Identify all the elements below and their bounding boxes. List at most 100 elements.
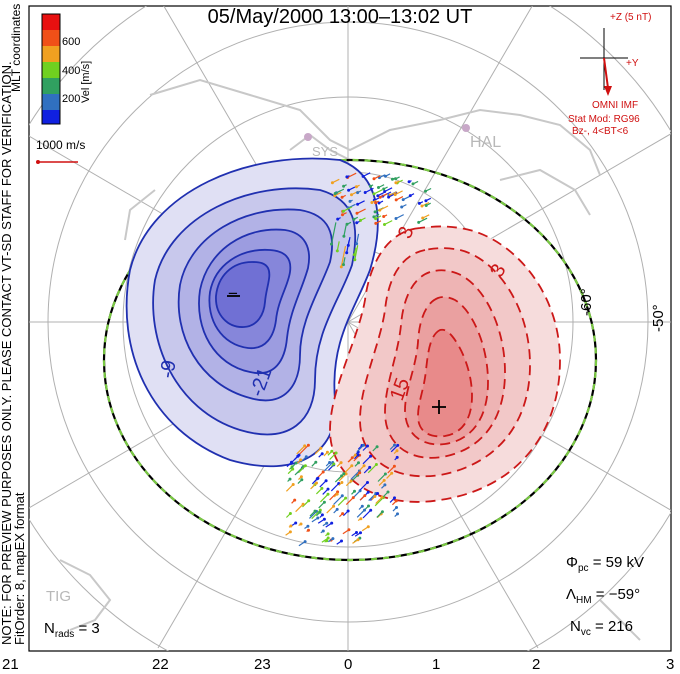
velocity-vector — [322, 488, 329, 495]
velocity-vector — [334, 191, 342, 197]
velocity-vector — [345, 497, 354, 506]
velocity-vector — [384, 187, 393, 193]
velocity-vector — [314, 447, 322, 455]
velocity-vector — [375, 496, 383, 504]
velocity-vector — [392, 177, 396, 180]
imf-source: OMNI IMF — [592, 100, 639, 111]
velocity-vector — [402, 195, 410, 201]
velocity-vector — [375, 200, 379, 204]
velocity-vector — [343, 206, 353, 212]
velocity-vector — [320, 530, 324, 534]
n-vc-stat: Nvc = 216 — [570, 618, 633, 638]
velocity-vector — [346, 221, 352, 225]
velocity-vector — [376, 511, 383, 518]
velocity-vector — [311, 461, 317, 467]
n-rads-sub: rads — [54, 629, 75, 640]
latitude-label: -50° — [650, 304, 667, 332]
velocity-vector — [393, 450, 398, 455]
velocity-vector — [378, 200, 384, 204]
imf-y-label: +Y — [626, 58, 639, 69]
velocity-vector — [419, 201, 424, 204]
velocity-vector — [348, 203, 356, 209]
velocity-vector — [379, 193, 388, 198]
velocity-vector — [359, 465, 365, 471]
velocity-vector — [323, 451, 328, 457]
velocity-vector — [300, 456, 307, 463]
velocity-vector — [322, 522, 328, 527]
velocity-vector — [329, 452, 337, 461]
velocity-vector — [353, 454, 359, 460]
velocity-vector — [386, 472, 393, 479]
velocity-vector — [354, 532, 361, 537]
velocity-vector — [294, 466, 304, 476]
velocity-vector — [325, 533, 329, 537]
velocity-vector — [308, 510, 317, 519]
velocity-vector — [311, 517, 319, 523]
velocity-vector — [390, 444, 399, 453]
velocity-vector — [362, 445, 368, 451]
velocity-vector — [296, 445, 306, 455]
velocity-vector — [363, 466, 371, 474]
velocity-vector — [345, 480, 352, 487]
velocity-vector — [297, 479, 303, 485]
phi-pc-value: = 59 kV — [592, 554, 644, 571]
velocity-vector — [362, 509, 372, 519]
velocity-vector — [396, 179, 403, 184]
velocity-vector — [327, 538, 334, 543]
velocity-vector — [343, 184, 347, 187]
velocity-vector — [289, 462, 297, 470]
velocity-vector — [379, 174, 386, 179]
velocity-vector — [306, 529, 309, 532]
velocity-vector — [395, 196, 404, 201]
n-rads-symbol: N — [44, 620, 55, 637]
velocity-vector — [362, 455, 372, 465]
velocity-vector — [375, 220, 382, 224]
velocity-vector — [412, 180, 419, 185]
velocity-vector — [359, 482, 368, 491]
velocity-vector — [349, 199, 353, 202]
velocity-vector — [342, 529, 350, 535]
velocity-vector — [395, 176, 400, 180]
mlt-tick: 23 — [254, 656, 271, 673]
velocity-vector — [381, 484, 386, 489]
n-vc-symbol: N — [570, 618, 581, 635]
velocity-vector — [318, 453, 323, 458]
velocity-vector — [375, 215, 382, 220]
velocity-vector — [315, 511, 321, 517]
velocity-vector — [371, 496, 376, 501]
velocity-vector — [295, 503, 304, 513]
velocity-vector — [394, 190, 403, 196]
velocity-vector — [336, 540, 342, 545]
phi-pc-symbol: Φ — [566, 554, 578, 571]
n-vc-value: = 216 — [595, 618, 633, 635]
velocity-vector — [343, 225, 347, 237]
velocity-vector — [298, 541, 306, 547]
velocity-vector — [287, 478, 291, 482]
velocity-vector — [342, 212, 347, 216]
velocity-vector — [385, 173, 391, 177]
velocity-vector — [374, 497, 384, 507]
lambda-hm-stat: ΛHM = −59° — [566, 586, 640, 606]
velocity-vector — [368, 493, 377, 502]
mlt-tick: 1 — [432, 656, 441, 673]
velocity-vector — [359, 495, 366, 501]
velocity-vector — [384, 220, 393, 226]
velocity-vector — [330, 483, 340, 492]
velocity-vector — [387, 465, 395, 474]
velocity-vector — [390, 191, 398, 196]
velocity-vector — [326, 505, 335, 514]
velocity-vector — [379, 205, 389, 211]
velocity-vector — [325, 522, 333, 528]
velocity-vector — [373, 189, 383, 195]
velocity-vector — [391, 500, 397, 506]
velocity-vector — [371, 199, 377, 204]
velocity-vector — [372, 446, 378, 452]
velocity-vector — [342, 257, 346, 265]
coastlines — [59, 78, 641, 641]
velocity-vector — [324, 540, 328, 543]
velocity-vector — [310, 482, 317, 490]
velocity-vector — [357, 200, 365, 205]
velocity-vector — [356, 233, 360, 244]
velocity-vector — [364, 187, 374, 194]
